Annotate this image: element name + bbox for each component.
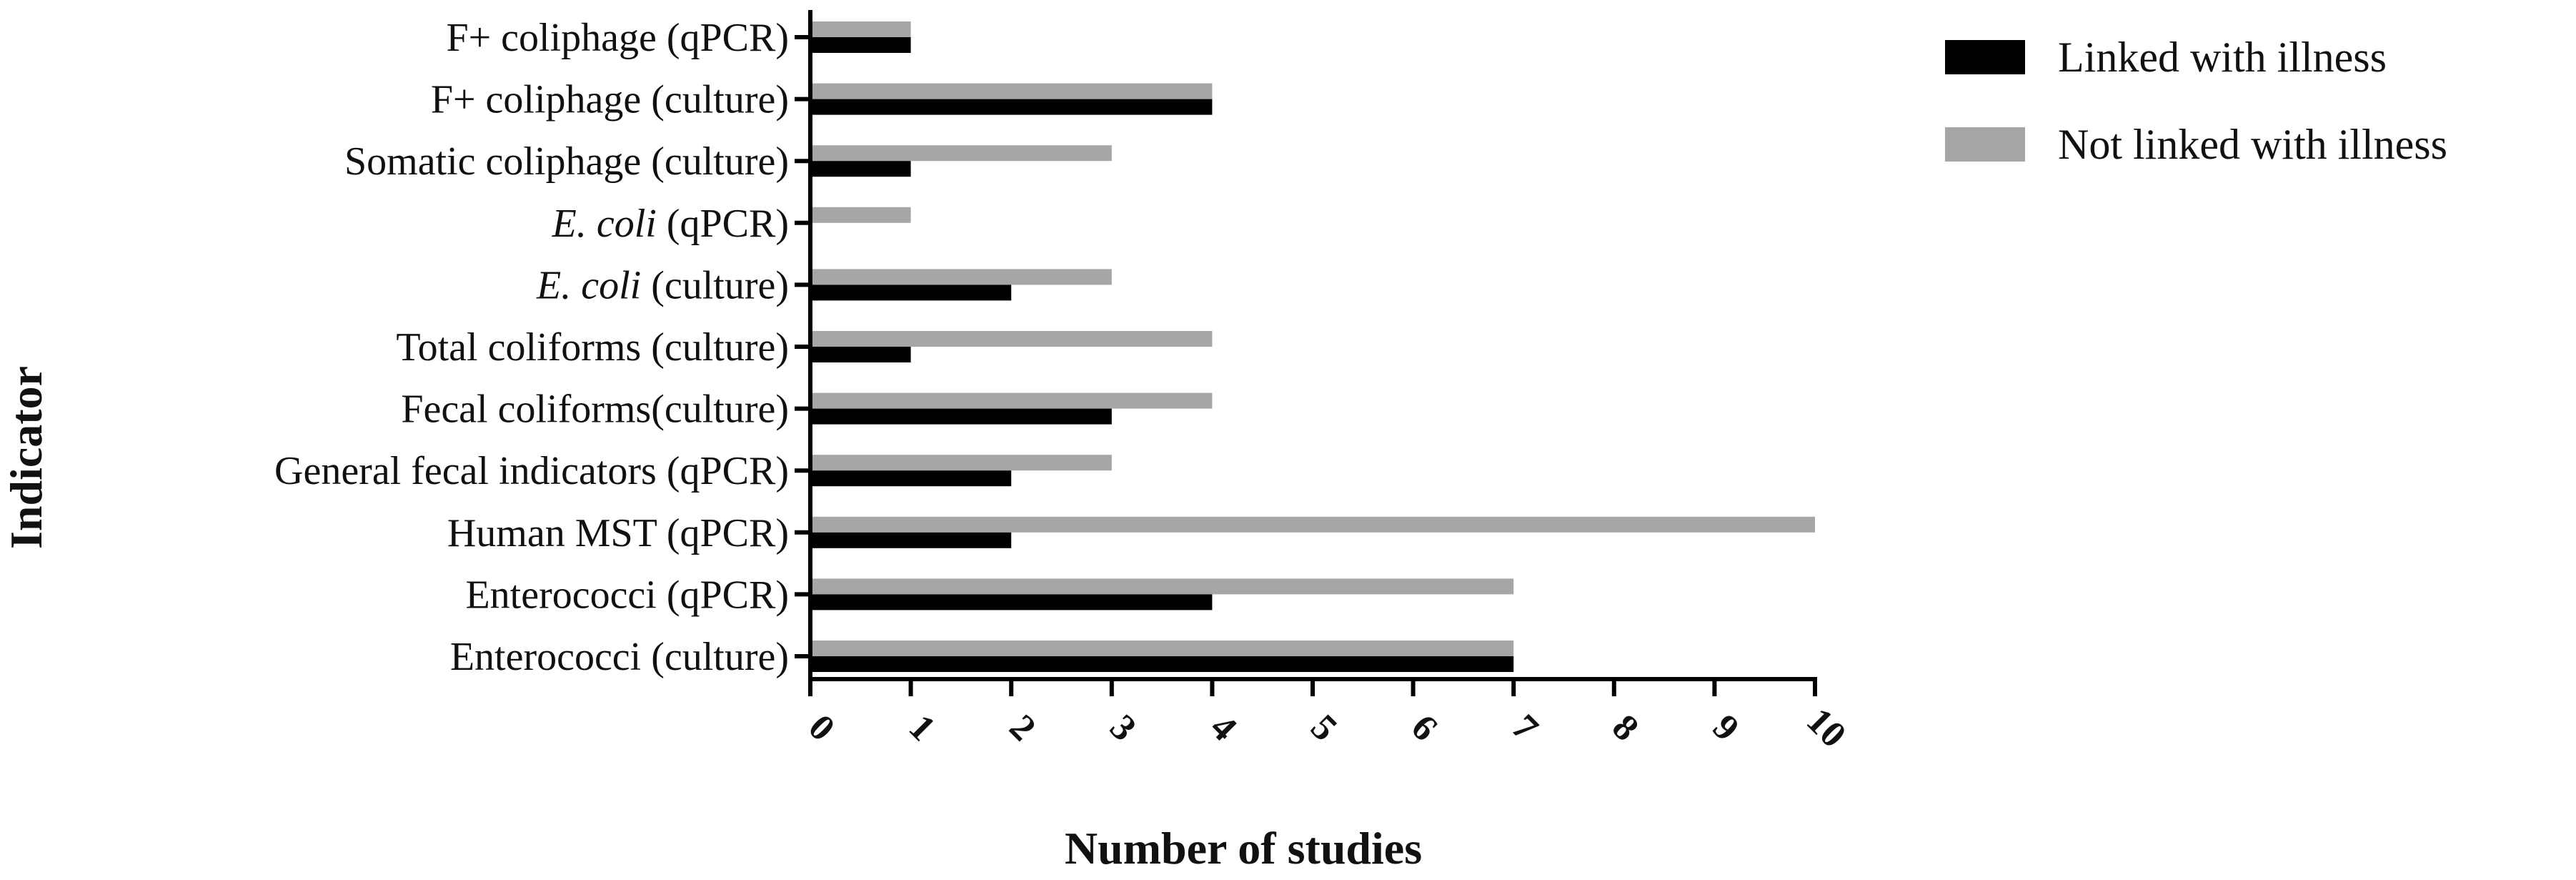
bar-linked-1 [810,99,1213,115]
bar-not-linked-9 [810,578,1514,595]
legend-swatch [1945,40,2025,74]
category-label: E. coli (culture) [536,263,789,307]
x-tick-label: 9 [1705,707,1747,749]
legend-label: Linked with illness [2058,34,2387,81]
bar-linked-9 [810,594,1213,610]
x-axis-title: Number of studies [1065,823,1422,874]
category-label: F+ coliphage (qPCR) [446,16,789,60]
y-axis-title: Indicator [1,366,51,549]
x-tick-label: 3 [1102,707,1144,749]
bar-not-linked-3 [810,207,911,223]
bar-linked-4 [810,285,1012,301]
bar-linked-8 [810,532,1012,548]
legend: Linked with illness Not linked with illne… [1945,34,2447,168]
legend-label: Not linked with illness [2058,121,2447,168]
bar-linked-0 [810,37,911,53]
bar-linked-6 [810,408,1112,425]
category-label: F+ coliphage (culture) [431,78,789,122]
bar-not-linked-10 [810,641,1514,656]
x-tick-label: 5 [1303,707,1345,749]
bar-not-linked-7 [810,455,1112,471]
x-tick-label: 8 [1604,707,1646,749]
bar-not-linked-1 [810,83,1213,99]
category-label: E. coli (qPCR) [552,202,789,246]
x-axis: 0 1 2 3 4 5 6 7 8 9 10 [800,677,1854,756]
bar-linked-10 [810,656,1514,672]
x-tick-label: 0 [800,707,842,749]
x-tick-label: 1 [901,707,943,749]
category-label: Fecal coliforms(culture) [401,387,789,432]
bar-not-linked-8 [810,516,1815,533]
category-label: Somatic coliphage (culture) [344,139,789,184]
x-tick-label: 10 [1799,701,1854,756]
x-tick-label: 4 [1203,707,1245,749]
bar-linked-5 [810,347,911,362]
x-tick-label: 6 [1403,707,1446,749]
bar-not-linked-5 [810,331,1213,347]
x-tick-label: 2 [1002,707,1044,749]
category-label: General fecal indicators (qPCR) [274,449,789,493]
category-label: Enterococci (qPCR) [465,573,789,617]
plot-area [810,21,1815,672]
bar-linked-2 [810,161,911,177]
category-label: Human MST (qPCR) [447,511,789,555]
bar-linked-7 [810,470,1012,487]
category-label: Total coliforms (culture) [396,325,789,370]
bar-not-linked-2 [810,145,1112,162]
bar-not-linked-6 [810,392,1213,409]
category-label: Enterococci (culture) [450,635,789,679]
bar-not-linked-0 [810,21,911,37]
y-axis: F+ coliphage (qPCR) F+ coliphage (culture… [274,10,812,679]
bar-not-linked-4 [810,269,1112,285]
legend-swatch [1945,127,2025,162]
x-tick-label: 7 [1504,707,1546,749]
